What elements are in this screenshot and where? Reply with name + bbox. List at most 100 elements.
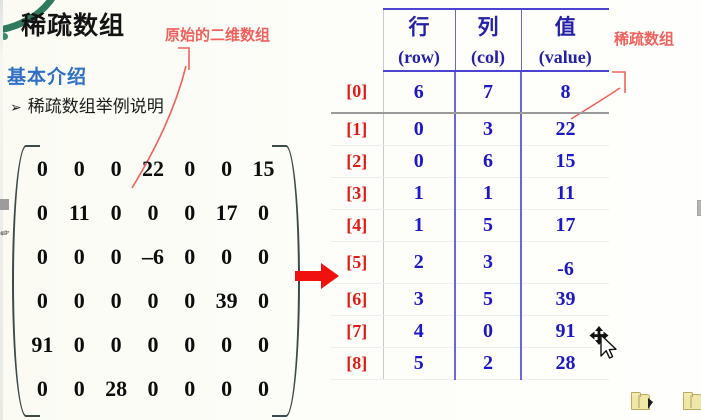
- cell-value: 28: [520, 347, 609, 380]
- cell-value: 17: [520, 209, 609, 242]
- table-row: [3] 1 1 11: [331, 177, 609, 210]
- header-value-cn: 值: [554, 15, 576, 39]
- header-col-en: (col): [471, 47, 505, 67]
- title-divider: [0, 46, 330, 47]
- table-row: [0] 6 7 8: [331, 71, 609, 114]
- annotation-original-array-label: 原始的二维数组: [165, 26, 271, 44]
- corner-dot-decoration: [1, 33, 8, 40]
- matrix-cell: 0: [147, 200, 159, 225]
- annotation-sparse-array-label: 稀疏数组: [614, 30, 675, 48]
- matrix-row: 0 0 0 22 0 0 15: [24, 147, 282, 191]
- matrix-cell: 22: [141, 156, 164, 181]
- matrix-cell: 0: [73, 332, 85, 357]
- cell-col: 6: [454, 145, 521, 178]
- header-col-col: 列 (col): [454, 8, 521, 72]
- cell-col: 5: [454, 283, 521, 316]
- cell-row: 5: [382, 347, 455, 380]
- conversion-arrow-icon: [295, 263, 339, 289]
- table-row: [5] 2 3 -6: [331, 241, 609, 284]
- cell-value: 11: [520, 177, 609, 210]
- matrix-cell: 0: [258, 200, 270, 225]
- row-index: [0]: [331, 71, 383, 114]
- matrix-grid: 0 0 0 22 0 0 15 0 11 0 0 0 17 0: [24, 147, 282, 411]
- matrix-cell: 0: [73, 288, 85, 313]
- right-scrollbar-nub[interactable]: [697, 200, 701, 216]
- matrix-cell: 0: [73, 156, 85, 181]
- matrix-cell: 15: [252, 156, 275, 181]
- header-row-cn: 行: [408, 15, 430, 39]
- table-row: [1] 0 3 22: [331, 113, 609, 146]
- table-row: [6] 3 5 39: [331, 283, 609, 316]
- matrix-cell: 0: [258, 288, 270, 313]
- cell-value: -6: [520, 241, 609, 284]
- row-index: [6]: [331, 283, 383, 316]
- cell-row: 6: [382, 71, 455, 114]
- matrix-row: 0 11 0 0 0 17 0: [24, 191, 282, 235]
- row-index: [4]: [331, 209, 383, 242]
- table-row: [8] 5 2 28: [331, 347, 609, 380]
- bullet-list-item: ➢ 稀疏数组举例说明: [10, 92, 164, 117]
- row-index: [1]: [331, 113, 383, 146]
- cell-col: 5: [454, 209, 521, 242]
- cell-col: 3: [454, 113, 521, 146]
- matrix-cell: 0: [110, 288, 122, 313]
- matrix-cell: 0: [184, 376, 196, 401]
- cell-value: 22: [520, 113, 609, 146]
- folder-spine: [638, 395, 640, 408]
- cell-value: 39: [520, 283, 609, 316]
- matrix-row: 0 0 0 0 0 39 0: [24, 279, 282, 323]
- header-value-en: (value): [538, 47, 592, 67]
- header-row-col: 行 (row): [382, 8, 455, 72]
- cell-row: 4: [382, 315, 455, 348]
- folder-spine: [690, 395, 692, 408]
- matrix-cell: 39: [215, 288, 238, 313]
- folder-tab: [631, 392, 641, 397]
- matrix-cell: 11: [68, 200, 90, 225]
- matrix-row: 0 0 28 0 0 0 0: [24, 367, 282, 411]
- matrix-cell: 0: [221, 156, 233, 181]
- folder-tab: [683, 392, 693, 397]
- move-cross-icon: [589, 326, 609, 345]
- folder-icon[interactable]: [631, 392, 650, 410]
- matrix-cell: 0: [258, 332, 270, 357]
- cell-row: 3: [382, 283, 455, 316]
- matrix-cell: 0: [36, 376, 48, 401]
- matrix-cell: 0: [147, 332, 159, 357]
- header-col-cn: 列: [477, 15, 499, 39]
- row-index: [2]: [331, 145, 383, 178]
- folder-icon[interactable]: [683, 392, 701, 410]
- bullet-arrow-icon: ➢: [10, 101, 22, 116]
- row-index: [8]: [331, 347, 383, 380]
- matrix-cell: 28: [105, 376, 128, 401]
- matrix-left-bracket: [12, 145, 40, 417]
- matrix-cell: 0: [36, 244, 48, 269]
- matrix-cell: 0: [36, 200, 48, 225]
- folder-pointer-icon: [648, 398, 653, 409]
- cell-col: 7: [454, 71, 521, 114]
- original-2d-array-matrix: 0 0 0 22 0 0 15 0 11 0 0 0 17 0: [8, 145, 300, 417]
- row-index: [3]: [331, 177, 383, 210]
- left-edge-handle[interactable]: [0, 199, 9, 210]
- matrix-cell: 0: [36, 288, 48, 313]
- cell-col: 2: [454, 347, 521, 380]
- matrix-cell: 0: [221, 244, 233, 269]
- matrix-cell: 0: [221, 376, 233, 401]
- row-index: [7]: [331, 315, 383, 348]
- bullet-item-label: 稀疏数组举例说明: [27, 97, 164, 116]
- cell-value: 91: [520, 315, 609, 348]
- matrix-cell: 0: [221, 332, 233, 357]
- cell-value: 15: [520, 145, 609, 178]
- matrix-cell: 0: [184, 156, 196, 181]
- arrow-pointer-icon: [600, 334, 617, 359]
- cell-row: 0: [382, 145, 455, 178]
- table-header-row: 行 (row) 列 (col) 值 (value): [331, 8, 609, 72]
- row-index: [5]: [331, 241, 383, 284]
- matrix-cell: 0: [110, 200, 122, 225]
- matrix-cell: 0: [73, 376, 85, 401]
- cell-row: 2: [382, 241, 455, 284]
- header-row-en: (row): [398, 47, 440, 67]
- sparse-array-table: 行 (row) 列 (col) 值 (value) [0] 6 7 8: [331, 8, 609, 380]
- cell-col: 0: [454, 315, 521, 348]
- cell-col: 3: [454, 241, 521, 284]
- matrix-cell: 0: [147, 376, 159, 401]
